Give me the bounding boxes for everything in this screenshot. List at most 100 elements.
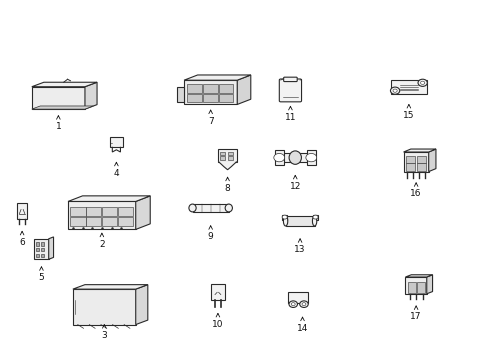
FancyBboxPatch shape	[86, 207, 101, 216]
Circle shape	[417, 79, 427, 86]
Ellipse shape	[283, 216, 287, 226]
Circle shape	[299, 301, 307, 307]
Text: 12: 12	[289, 175, 300, 191]
Text: 16: 16	[409, 183, 421, 198]
Polygon shape	[34, 239, 49, 259]
FancyBboxPatch shape	[70, 217, 85, 226]
FancyBboxPatch shape	[405, 163, 414, 171]
FancyBboxPatch shape	[227, 156, 233, 160]
FancyBboxPatch shape	[102, 207, 117, 216]
FancyBboxPatch shape	[407, 282, 415, 293]
Text: 13: 13	[294, 239, 305, 254]
Text: 9: 9	[207, 226, 213, 241]
Ellipse shape	[312, 216, 316, 226]
Polygon shape	[237, 75, 250, 104]
Circle shape	[389, 87, 399, 94]
FancyBboxPatch shape	[17, 203, 27, 219]
Text: 11: 11	[284, 106, 296, 122]
FancyBboxPatch shape	[416, 282, 425, 293]
Polygon shape	[136, 196, 150, 229]
Text: 5: 5	[39, 267, 44, 282]
FancyBboxPatch shape	[117, 217, 132, 226]
FancyBboxPatch shape	[218, 85, 233, 93]
FancyBboxPatch shape	[36, 242, 39, 246]
Circle shape	[302, 303, 305, 306]
FancyBboxPatch shape	[86, 217, 101, 226]
Polygon shape	[85, 82, 97, 109]
Polygon shape	[428, 149, 435, 172]
FancyBboxPatch shape	[117, 207, 132, 216]
FancyBboxPatch shape	[177, 87, 183, 102]
FancyBboxPatch shape	[274, 150, 283, 165]
FancyBboxPatch shape	[285, 216, 314, 226]
Text: 8: 8	[224, 177, 230, 193]
Text: 6: 6	[19, 231, 25, 247]
Circle shape	[305, 153, 316, 162]
Polygon shape	[218, 162, 236, 170]
FancyBboxPatch shape	[220, 152, 225, 156]
Polygon shape	[49, 237, 53, 259]
FancyBboxPatch shape	[186, 85, 202, 93]
Polygon shape	[405, 277, 426, 294]
Circle shape	[291, 303, 295, 306]
FancyBboxPatch shape	[109, 137, 123, 147]
FancyBboxPatch shape	[312, 215, 318, 220]
FancyBboxPatch shape	[102, 217, 117, 226]
FancyBboxPatch shape	[41, 253, 44, 257]
Text: 10: 10	[212, 314, 223, 329]
FancyBboxPatch shape	[41, 242, 44, 246]
Polygon shape	[32, 87, 85, 109]
Ellipse shape	[224, 204, 232, 212]
Circle shape	[312, 215, 317, 219]
FancyBboxPatch shape	[416, 163, 425, 171]
FancyBboxPatch shape	[220, 156, 225, 160]
Text: 3: 3	[101, 325, 107, 340]
FancyBboxPatch shape	[282, 215, 287, 220]
FancyBboxPatch shape	[186, 94, 202, 102]
FancyBboxPatch shape	[280, 153, 309, 162]
Polygon shape	[32, 106, 93, 109]
Polygon shape	[68, 196, 150, 202]
FancyBboxPatch shape	[203, 94, 217, 102]
Ellipse shape	[188, 204, 196, 212]
FancyBboxPatch shape	[405, 156, 414, 163]
FancyBboxPatch shape	[218, 149, 236, 162]
FancyBboxPatch shape	[41, 248, 44, 252]
FancyBboxPatch shape	[218, 94, 233, 102]
Circle shape	[273, 153, 284, 162]
FancyBboxPatch shape	[287, 292, 308, 303]
FancyBboxPatch shape	[70, 207, 85, 216]
Text: 17: 17	[409, 306, 421, 321]
Text: 2: 2	[99, 233, 104, 249]
Polygon shape	[183, 75, 250, 80]
FancyBboxPatch shape	[210, 284, 224, 300]
FancyBboxPatch shape	[227, 152, 233, 156]
FancyBboxPatch shape	[390, 80, 426, 94]
Polygon shape	[403, 152, 428, 172]
Polygon shape	[73, 285, 147, 289]
FancyBboxPatch shape	[306, 150, 315, 165]
Text: 15: 15	[402, 104, 414, 120]
Polygon shape	[136, 285, 147, 325]
Text: 4: 4	[113, 162, 119, 178]
FancyBboxPatch shape	[279, 79, 301, 102]
FancyBboxPatch shape	[36, 253, 39, 257]
Circle shape	[392, 89, 396, 92]
FancyBboxPatch shape	[203, 85, 217, 93]
Polygon shape	[183, 80, 237, 104]
Polygon shape	[32, 82, 97, 87]
FancyBboxPatch shape	[192, 204, 228, 212]
Circle shape	[282, 215, 286, 219]
Ellipse shape	[288, 151, 301, 164]
Polygon shape	[403, 149, 435, 152]
Circle shape	[420, 81, 424, 84]
Text: 14: 14	[296, 317, 307, 333]
Text: 1: 1	[55, 116, 61, 131]
Circle shape	[288, 301, 297, 307]
Polygon shape	[426, 275, 432, 294]
Text: 7: 7	[207, 110, 213, 126]
FancyBboxPatch shape	[416, 156, 425, 163]
Polygon shape	[405, 275, 432, 277]
FancyBboxPatch shape	[283, 77, 297, 82]
Polygon shape	[73, 289, 136, 325]
